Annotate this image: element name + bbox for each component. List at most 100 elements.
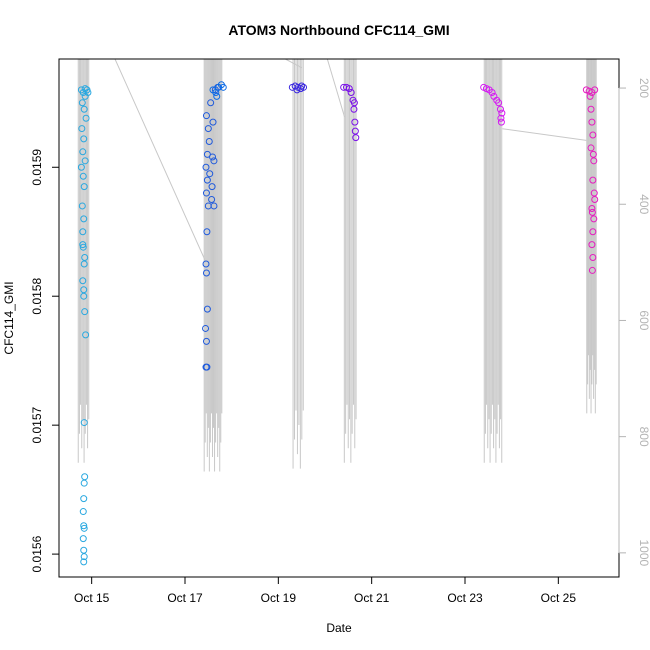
data-point xyxy=(80,105,88,113)
data-point xyxy=(203,176,211,184)
data-point xyxy=(79,172,87,180)
y2-tick-label: 200 xyxy=(637,78,650,98)
y-tick-label: 0.0156 xyxy=(30,535,44,572)
pressure-connector-line xyxy=(326,58,346,118)
data-point xyxy=(80,479,88,487)
data-point xyxy=(80,546,88,554)
data-point xyxy=(588,205,596,213)
data-point xyxy=(79,243,87,251)
x-tick-label: Oct 25 xyxy=(541,591,577,605)
data-point xyxy=(203,228,211,236)
data-point xyxy=(80,524,88,532)
data-point xyxy=(79,228,87,236)
data-point xyxy=(202,269,210,277)
data-point xyxy=(352,134,360,142)
data-point xyxy=(202,260,210,268)
data-point xyxy=(209,118,217,126)
data-point xyxy=(497,118,505,126)
data-point xyxy=(497,114,505,122)
pressure-connector-line xyxy=(87,58,207,263)
data-point xyxy=(202,163,210,171)
data-point xyxy=(350,99,358,107)
data-point xyxy=(300,83,308,91)
data-point xyxy=(78,202,86,210)
data-point xyxy=(78,125,86,133)
data-point xyxy=(589,228,597,236)
y2-tick-label: 800 xyxy=(637,427,650,447)
data-point xyxy=(80,183,88,191)
data-point xyxy=(210,202,218,210)
data-point xyxy=(589,176,597,184)
data-point xyxy=(588,241,596,249)
data-point xyxy=(589,254,597,262)
data-point xyxy=(208,196,216,203)
data-point xyxy=(80,522,88,530)
data-point xyxy=(84,88,92,96)
data-point xyxy=(204,125,212,133)
data-point xyxy=(79,535,87,543)
x-tick-label: Oct 23 xyxy=(447,591,483,605)
pressure-connector-line xyxy=(502,128,587,141)
y-axis: 0.0156 0.0157 0.0158 0.0159 xyxy=(30,149,60,572)
data-point xyxy=(589,150,597,158)
pressure-connector-line xyxy=(285,58,302,69)
data-point xyxy=(498,109,506,117)
data-point xyxy=(219,83,227,91)
data-point xyxy=(351,118,359,126)
points-layer xyxy=(77,81,599,566)
data-point xyxy=(81,308,89,316)
plot-frame xyxy=(58,58,620,578)
data-point xyxy=(203,363,211,371)
data-point xyxy=(347,88,355,96)
data-point xyxy=(213,92,221,100)
data-point xyxy=(202,112,210,120)
data-point xyxy=(202,189,210,197)
data-point xyxy=(496,105,504,113)
data-point xyxy=(208,183,216,191)
x-tick-label: Oct 21 xyxy=(354,591,390,605)
data-point xyxy=(79,241,87,249)
y-tick-label: 0.0157 xyxy=(30,406,44,443)
data-point xyxy=(588,118,596,126)
data-point xyxy=(79,277,87,285)
x-tick-label: Oct 15 xyxy=(74,591,110,605)
data-point xyxy=(202,324,210,332)
pressure-layer xyxy=(77,58,597,472)
data-point xyxy=(202,337,210,345)
data-point xyxy=(591,86,599,94)
data-point xyxy=(79,148,87,156)
y2-tick-label: 1000 xyxy=(637,539,650,566)
data-point xyxy=(81,473,89,481)
data-point xyxy=(345,85,353,93)
chart-title: ATOM3 Northbound CFC114_GMI xyxy=(228,22,449,38)
x-tick-label: Oct 17 xyxy=(167,591,203,605)
data-point xyxy=(488,88,496,96)
y-tick-label: 0.0159 xyxy=(30,149,44,186)
x-tick-label: Oct 19 xyxy=(261,591,297,605)
data-point xyxy=(589,131,597,139)
data-point xyxy=(80,419,88,427)
data-point xyxy=(80,135,88,143)
data-point xyxy=(80,558,88,566)
data-point xyxy=(210,157,218,165)
data-point xyxy=(80,286,88,294)
data-point xyxy=(78,99,86,107)
data-point xyxy=(588,266,596,274)
data-point xyxy=(495,99,503,107)
x-axis: Oct 15 Oct 17 Oct 19 Oct 21 Oct 23 Oct 25 xyxy=(74,576,577,605)
data-point xyxy=(298,82,306,90)
data-point xyxy=(590,215,598,223)
data-point xyxy=(588,208,596,216)
data-point xyxy=(81,157,89,165)
y2-tick-label: 600 xyxy=(637,310,650,330)
data-point xyxy=(203,305,211,313)
data-point xyxy=(80,495,88,503)
data-point xyxy=(205,137,213,145)
data-point xyxy=(81,254,89,262)
data-point xyxy=(80,215,88,223)
data-point xyxy=(79,508,87,516)
data-point xyxy=(209,153,217,161)
data-point xyxy=(82,331,90,339)
data-point xyxy=(80,553,88,561)
